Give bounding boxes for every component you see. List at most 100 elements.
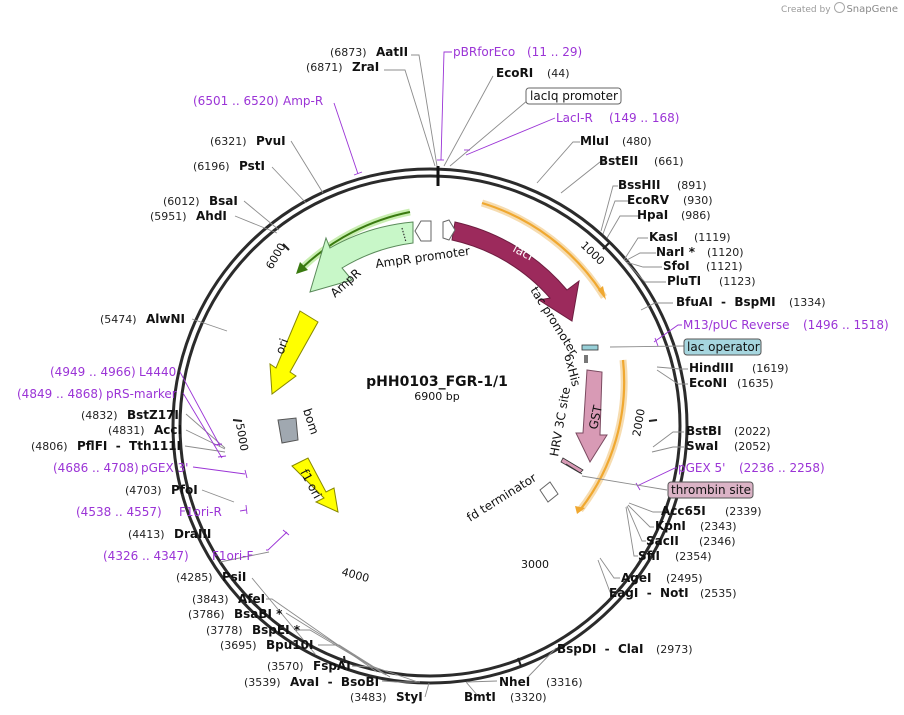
svg-text:SwaI: SwaI bbox=[686, 439, 718, 453]
site-ahdi[interactable]: (5951) AhdI bbox=[150, 209, 227, 223]
svg-text:PstI: PstI bbox=[239, 159, 265, 173]
site-kasi[interactable]: KasI (1119) bbox=[649, 230, 731, 244]
lacIq-promoter-arrow bbox=[442, 219, 456, 241]
snapgene-logo-icon bbox=[834, 2, 846, 13]
site-bstbi[interactable]: BstBI (2022) bbox=[686, 424, 771, 438]
site-bfuai-bspmi[interactable]: BfuAI - BspMI (1334) bbox=[676, 295, 826, 309]
site-pfoi[interactable]: (4703) PfoI bbox=[125, 483, 198, 497]
svg-text:(2346): (2346) bbox=[699, 535, 736, 548]
site-avai-bsobi[interactable]: (3539) AvaI - BsoBI bbox=[244, 675, 379, 689]
svg-text:(4413): (4413) bbox=[128, 528, 165, 541]
site-styi[interactable]: (3483) StyI bbox=[350, 690, 423, 704]
site-draiii[interactable]: (4413) DraIII bbox=[128, 527, 211, 541]
site-psii[interactable]: (4285) PsiI bbox=[176, 570, 246, 584]
thrombin-site-mark-line bbox=[565, 463, 583, 475]
primer-pgex-3[interactable]: (4686 .. 4708) pGEX 3' bbox=[53, 461, 188, 475]
svg-text:(3695): (3695) bbox=[220, 639, 257, 652]
svg-text:(6873): (6873) bbox=[330, 46, 367, 59]
svg-text:(5951): (5951) bbox=[150, 210, 187, 223]
site-hpai[interactable]: HpaI (986) bbox=[637, 208, 711, 222]
plasmid-name: pHH0103_FGR-1/1 bbox=[366, 374, 508, 390]
site-fspai[interactable]: (3570) FspAI bbox=[267, 659, 351, 673]
site-hindiii[interactable]: HindIII (1619) bbox=[689, 361, 789, 375]
svg-text:(2354): (2354) bbox=[675, 550, 712, 563]
primer-m13-puc-reverse[interactable]: M13/pUC Reverse (1496 .. 1518) bbox=[683, 318, 889, 332]
site-sfoi[interactable]: SfoI (1121) bbox=[663, 259, 743, 273]
svg-text:StyI: StyI bbox=[396, 690, 423, 704]
svg-text:ZraI: ZraI bbox=[352, 60, 379, 74]
primer-f1ori-f[interactable]: (4326 .. 4347) F1ori-F bbox=[103, 549, 253, 563]
svg-text:(2495): (2495) bbox=[666, 572, 703, 585]
svg-text:(4285): (4285) bbox=[176, 571, 213, 584]
site-sfii[interactable]: SfiI (2354) bbox=[638, 549, 712, 563]
svg-text:M13/pUC Reverse: M13/pUC Reverse bbox=[683, 318, 790, 332]
svg-text:(891): (891) bbox=[677, 179, 707, 192]
site-bpu10i[interactable]: (3695) Bpu10I bbox=[220, 638, 313, 652]
site-ecori[interactable]: EcoRI (44) bbox=[496, 66, 570, 80]
svg-text:FspAI: FspAI bbox=[313, 659, 351, 673]
site-aatii[interactable]: (6873) AatII bbox=[330, 45, 408, 59]
svg-text:(6196): (6196) bbox=[193, 160, 230, 173]
site-zrai[interactable]: (6871) ZraI bbox=[306, 60, 379, 74]
site-acci[interactable]: (4831) AccI bbox=[108, 423, 182, 437]
site-bsteii[interactable]: BstEII (661) bbox=[599, 154, 684, 168]
site-kpni[interactable]: KpnI (2343) bbox=[655, 519, 737, 533]
site-bsshii[interactable]: BssHII (891) bbox=[618, 178, 707, 192]
site-bmti[interactable]: BmtI (3320) bbox=[464, 690, 547, 704]
svg-text:AatII: AatII bbox=[376, 45, 408, 59]
svg-text:AfeI: AfeI bbox=[238, 592, 265, 606]
site-bstz17i[interactable]: (4832) BstZ17I bbox=[81, 408, 179, 422]
primer-amp-r[interactable]: (6501 .. 6520) Amp-R bbox=[193, 94, 323, 108]
site-afei[interactable]: (3843) AfeI bbox=[192, 592, 265, 606]
primer-prs-marker[interactable]: (4849 .. 4868) pRS-marker bbox=[17, 387, 177, 401]
svg-text:(6871): (6871) bbox=[306, 61, 343, 74]
site-mlui[interactable]: MluI (480) bbox=[580, 134, 652, 148]
site-agei[interactable]: AgeI (2495) bbox=[621, 571, 703, 585]
svg-text:(4686 .. 4708): (4686 .. 4708) bbox=[53, 461, 139, 475]
site-eagi-noti[interactable]: EagI - NotI (2535) bbox=[609, 586, 737, 600]
svg-text:(2343): (2343) bbox=[700, 520, 737, 533]
site-pvui[interactable]: (6321) PvuI bbox=[210, 134, 286, 148]
lac-operator-mark bbox=[581, 344, 599, 351]
primer-laci-r[interactable]: LacI-R (149 .. 168) bbox=[556, 111, 679, 125]
feature-lac-operator[interactable]: lac operator bbox=[683, 338, 762, 356]
plasmid-size: 6900 bp bbox=[414, 390, 459, 403]
svg-text:AvaI - BsoBI: AvaI - BsoBI bbox=[290, 675, 379, 689]
site-econi[interactable]: EcoNI (1635) bbox=[689, 376, 774, 390]
site-alwni[interactable]: (5474) AlwNI bbox=[100, 312, 185, 326]
site-psti[interactable]: (6196) PstI bbox=[193, 159, 265, 173]
feature-laciq-promoter[interactable]: lacIq promoter bbox=[525, 87, 622, 105]
site-nari[interactable]: NarI * (1120) bbox=[656, 245, 744, 259]
svg-text:(480): (480) bbox=[622, 135, 652, 148]
svg-text:EagI - NotI: EagI - NotI bbox=[609, 586, 689, 600]
svg-text:(986): (986) bbox=[681, 209, 711, 222]
site-acc65i[interactable]: Acc65I (2339) bbox=[661, 504, 762, 518]
primer-pbrforeco[interactable]: pBRforEco (11 .. 29) bbox=[453, 45, 582, 59]
site-pluti[interactable]: PluTI (1123) bbox=[667, 274, 756, 288]
svg-text:EcoNI: EcoNI bbox=[689, 376, 727, 390]
svg-text:BspDI - ClaI: BspDI - ClaI bbox=[557, 642, 643, 656]
site-pflfi-tth111i[interactable]: (4806) PflFI - Tth111I bbox=[31, 439, 181, 453]
site-bsai[interactable]: (6012) BsaI bbox=[163, 194, 238, 208]
svg-text:pGEX 3': pGEX 3' bbox=[141, 461, 188, 475]
site-bspei[interactable]: (3778) BspEI * bbox=[206, 623, 301, 637]
primer-l4440[interactable]: (4949 .. 4966) L4440 bbox=[50, 365, 176, 379]
f1-ori-feature-arrow bbox=[291, 457, 339, 513]
site-nhei[interactable]: NheI (3316) bbox=[499, 675, 583, 689]
site-bsabi[interactable]: (3786) BsaBI * bbox=[188, 607, 283, 621]
primer-f1ori-r[interactable]: (4538 .. 4557) F1ori-R bbox=[76, 505, 222, 519]
svg-text:BstEII: BstEII bbox=[599, 154, 638, 168]
primer-pgex-5[interactable]: pGEX 5' (2236 .. 2258) bbox=[678, 461, 825, 475]
svg-text:(930): (930) bbox=[683, 194, 713, 207]
restriction-site-labels: (6873) AatII (6871) ZraI EcoRI (44) MluI (48… bbox=[31, 45, 826, 704]
svg-text:(5474): (5474) bbox=[100, 313, 137, 326]
feature-thrombin-site[interactable]: thrombin site bbox=[667, 481, 754, 499]
site-swai[interactable]: SwaI (2052) bbox=[686, 439, 771, 453]
svg-text:(4703): (4703) bbox=[125, 484, 162, 497]
site-ecorv[interactable]: EcoRV (930) bbox=[627, 193, 713, 207]
site-sacii[interactable]: SacII (2346) bbox=[646, 534, 736, 548]
site-bspdi-clai[interactable]: BspDI - ClaI (2973) bbox=[557, 642, 693, 656]
svg-text:(3786): (3786) bbox=[188, 608, 225, 621]
svg-text:SfoI: SfoI bbox=[663, 259, 690, 273]
svg-text:(4326 .. 4347): (4326 .. 4347) bbox=[103, 549, 189, 563]
